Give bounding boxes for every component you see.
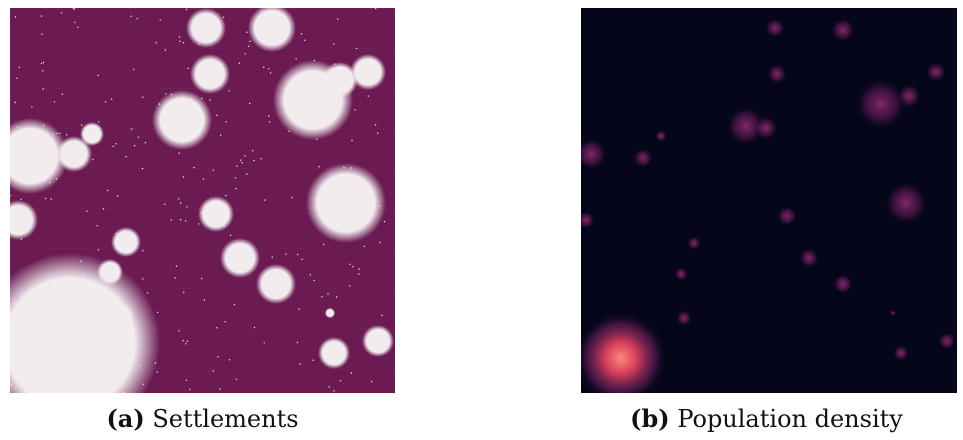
caption-settlements: (a) Settlements: [10, 404, 395, 434]
density-blob: [655, 130, 667, 142]
density-blob: [884, 181, 928, 225]
density-blob: [777, 206, 797, 226]
population-density-map: [581, 8, 957, 393]
density-blob: [687, 236, 701, 250]
density-blob: [890, 310, 896, 316]
density-blob: [754, 116, 778, 140]
population-density-map-image: [581, 8, 957, 393]
density-blob: [855, 78, 907, 130]
density-blob: [831, 18, 855, 42]
density-blob: [833, 274, 853, 294]
density-blob: [633, 148, 653, 168]
caption-b-label: (b): [630, 404, 670, 433]
caption-population-density: (b) Population density: [570, 404, 963, 434]
density-blob: [897, 84, 921, 108]
caption-a-text: Settlements: [152, 405, 298, 433]
density-blob: [926, 62, 946, 82]
settlements-map: [10, 8, 395, 393]
density-blob: [765, 18, 785, 38]
density-blob: [893, 345, 909, 361]
density-blob: [676, 310, 692, 326]
caption-a-label: (a): [106, 404, 144, 433]
settlements-map-image: [10, 8, 395, 393]
density-blob: [674, 267, 688, 281]
density-blob: [767, 64, 787, 84]
density-blob: [799, 248, 819, 268]
caption-b-text: Population density: [677, 405, 903, 433]
density-blob: [938, 332, 956, 350]
